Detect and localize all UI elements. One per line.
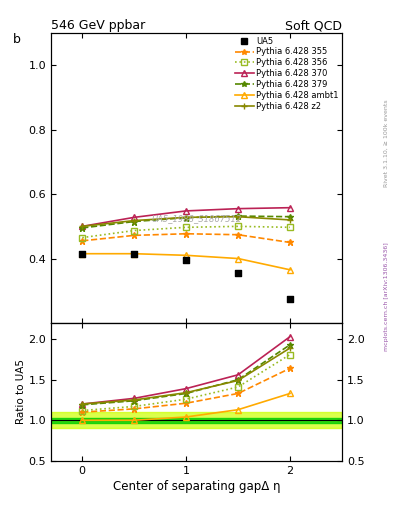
Point	[235, 269, 241, 277]
Point	[183, 256, 189, 264]
Text: UA5_1988_S1867512: UA5_1988_S1867512	[151, 214, 242, 223]
Text: b: b	[13, 33, 21, 46]
X-axis label: Center of separating gapΔ η: Center of separating gapΔ η	[113, 480, 280, 493]
Bar	[51, 412, 342, 429]
Legend: UA5, Pythia 6.428 355, Pythia 6.428 356, Pythia 6.428 370, Pythia 6.428 379, Pyt: UA5, Pythia 6.428 355, Pythia 6.428 356,…	[234, 36, 340, 112]
Text: Rivet 3.1.10, ≥ 100k events: Rivet 3.1.10, ≥ 100k events	[384, 99, 389, 187]
Point	[131, 250, 137, 258]
Point	[79, 250, 85, 258]
Bar	[51, 418, 342, 423]
Text: 546 GeV ppbar: 546 GeV ppbar	[51, 19, 145, 32]
Y-axis label: Ratio to UA5: Ratio to UA5	[16, 359, 26, 424]
Text: mcplots.cern.ch [arXiv:1306.3436]: mcplots.cern.ch [arXiv:1306.3436]	[384, 243, 389, 351]
Point	[287, 295, 293, 303]
Text: Soft QCD: Soft QCD	[285, 19, 342, 32]
